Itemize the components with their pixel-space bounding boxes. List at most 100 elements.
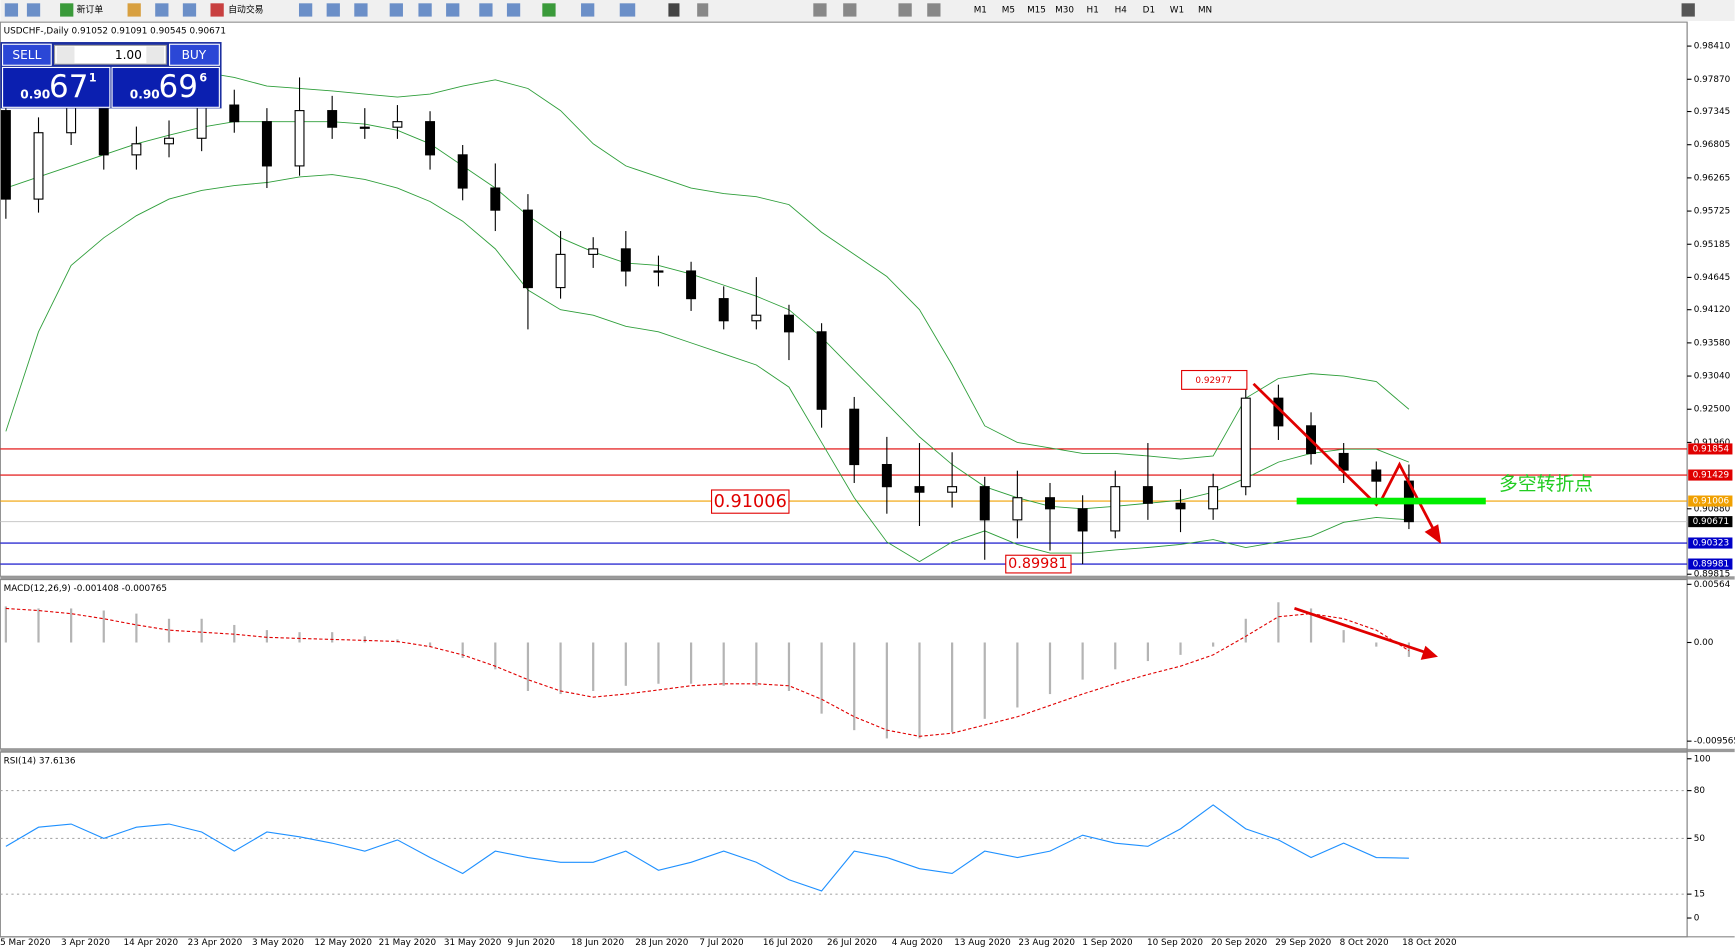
- macd-bar: [102, 610, 105, 643]
- icon[interactable]: [898, 3, 912, 17]
- x-tick-label: 26 Jul 2020: [827, 938, 877, 948]
- timeframe-button[interactable]: M30: [1055, 5, 1074, 15]
- lot-down[interactable]: [56, 46, 75, 64]
- macd-bar: [4, 606, 7, 643]
- timeframe-button[interactable]: MN: [1198, 5, 1212, 15]
- y-tick-label: 0.95185: [1694, 240, 1731, 250]
- timeframe-button[interactable]: M1: [974, 5, 987, 15]
- icon[interactable]: [210, 3, 224, 17]
- arrow: [1293, 607, 1430, 655]
- y-tick-label: 0.91960: [1694, 438, 1731, 448]
- sell-label[interactable]: SELL: [12, 48, 41, 62]
- sell-button[interactable]: [2, 43, 52, 66]
- icon[interactable]: [298, 3, 313, 17]
- new-order-button[interactable]: 新订单: [77, 3, 104, 15]
- icon[interactable]: [697, 3, 709, 17]
- icon[interactable]: [1681, 3, 1695, 17]
- price-level-label: 0.91006: [1693, 497, 1730, 507]
- rsi-line: [5, 804, 1409, 892]
- buy-price-box[interactable]: [111, 66, 220, 108]
- candle-body: [522, 209, 533, 289]
- macd-bar: [331, 632, 334, 643]
- icon[interactable]: [26, 3, 41, 17]
- toolbar: [0, 0, 1735, 22]
- rsi-panel: [0, 751, 1688, 938]
- y-tick-label: 0.94120: [1694, 305, 1731, 315]
- icon[interactable]: [155, 3, 169, 17]
- auto-trading-button[interactable]: 自动交易: [228, 3, 263, 15]
- icon[interactable]: [927, 3, 941, 17]
- arrow: [1378, 461, 1438, 535]
- buy-button[interactable]: [169, 43, 220, 66]
- icon[interactable]: [354, 3, 368, 17]
- bollinger-upper: [5, 71, 1410, 460]
- candle-body: [33, 132, 44, 200]
- macd-bar: [1244, 618, 1247, 643]
- y-tick-label: 0.93580: [1694, 338, 1731, 348]
- panel-separator: [0, 748, 1735, 753]
- sell-price-box[interactable]: [2, 66, 111, 108]
- icon[interactable]: [446, 3, 460, 17]
- icon[interactable]: [60, 3, 74, 17]
- timeframe-button[interactable]: M15: [1027, 5, 1046, 15]
- buy-label[interactable]: BUY: [182, 48, 207, 62]
- x-tick-label: 1 Sep 2020: [1082, 938, 1133, 948]
- lot-input[interactable]: [53, 44, 167, 65]
- icon[interactable]: [479, 3, 493, 17]
- icon[interactable]: [813, 3, 827, 17]
- macd-bar: [1407, 642, 1411, 657]
- plots: 0.98410 0.97870 0.97345 0.96805 0.96265 0.957…: [0, 42, 1735, 948]
- icon[interactable]: [127, 3, 141, 17]
- annotation: 多空转折点: [1499, 473, 1593, 495]
- icon[interactable]: [542, 3, 556, 17]
- timeframe-button[interactable]: H4: [1115, 5, 1128, 15]
- y-tick-label: 0: [1694, 914, 1700, 924]
- candle-body: [653, 270, 664, 273]
- macd-bar: [1016, 642, 1019, 708]
- icon[interactable]: [389, 3, 403, 17]
- price-main: 69: [159, 69, 198, 105]
- icon[interactable]: [668, 3, 680, 17]
- x-tick-label: 3 Apr 2020: [61, 938, 110, 948]
- candle-body: [751, 314, 762, 322]
- y-tick-label: 80: [1694, 786, 1706, 796]
- timeframe-button[interactable]: M5: [1002, 5, 1015, 15]
- icon[interactable]: [619, 3, 636, 17]
- macd-bar: [1342, 630, 1345, 643]
- macd-bar: [885, 642, 888, 739]
- icon[interactable]: [4, 3, 19, 17]
- lot-up[interactable]: [146, 46, 165, 64]
- candle-body: [1142, 486, 1153, 504]
- timeframe-button[interactable]: W1: [1170, 5, 1184, 15]
- annotation-box: [1181, 369, 1248, 390]
- candle-body: [425, 121, 436, 156]
- candle-body: [261, 121, 272, 167]
- y-tick-label: 0.95725: [1694, 207, 1731, 217]
- timeframe-button[interactable]: D1: [1143, 5, 1155, 15]
- y-tick-label: 0.98410: [1694, 42, 1731, 52]
- x-tick-label: 9 Jun 2020: [508, 938, 556, 948]
- icon[interactable]: [843, 3, 857, 17]
- price-level-label: 0.91854: [1693, 444, 1730, 454]
- icon[interactable]: [581, 3, 595, 17]
- icon[interactable]: [326, 3, 340, 17]
- x-tick-label: 23 Aug 2020: [1018, 938, 1075, 948]
- lot-value[interactable]: 1.00: [115, 48, 142, 62]
- price-level-tag: [1688, 469, 1733, 481]
- macd-bar: [1212, 642, 1215, 647]
- x-tick-label: 20 Sep 2020: [1211, 938, 1267, 948]
- macd-bar: [820, 642, 823, 714]
- icon[interactable]: [418, 3, 432, 17]
- x-tick-label: 31 May 2020: [444, 938, 502, 948]
- macd-bar: [363, 636, 366, 643]
- macd-bar: [526, 642, 530, 691]
- candle-body: [718, 298, 729, 322]
- timeframe-button[interactable]: H1: [1087, 5, 1099, 15]
- icon[interactable]: [182, 3, 197, 17]
- price-suffix: 1: [89, 72, 97, 85]
- x-tick-label: 10 Sep 2020: [1147, 938, 1203, 948]
- icon[interactable]: [506, 3, 521, 17]
- candle-body: [131, 143, 142, 156]
- macd-bar: [494, 642, 497, 670]
- macd-signal: [5, 607, 1410, 737]
